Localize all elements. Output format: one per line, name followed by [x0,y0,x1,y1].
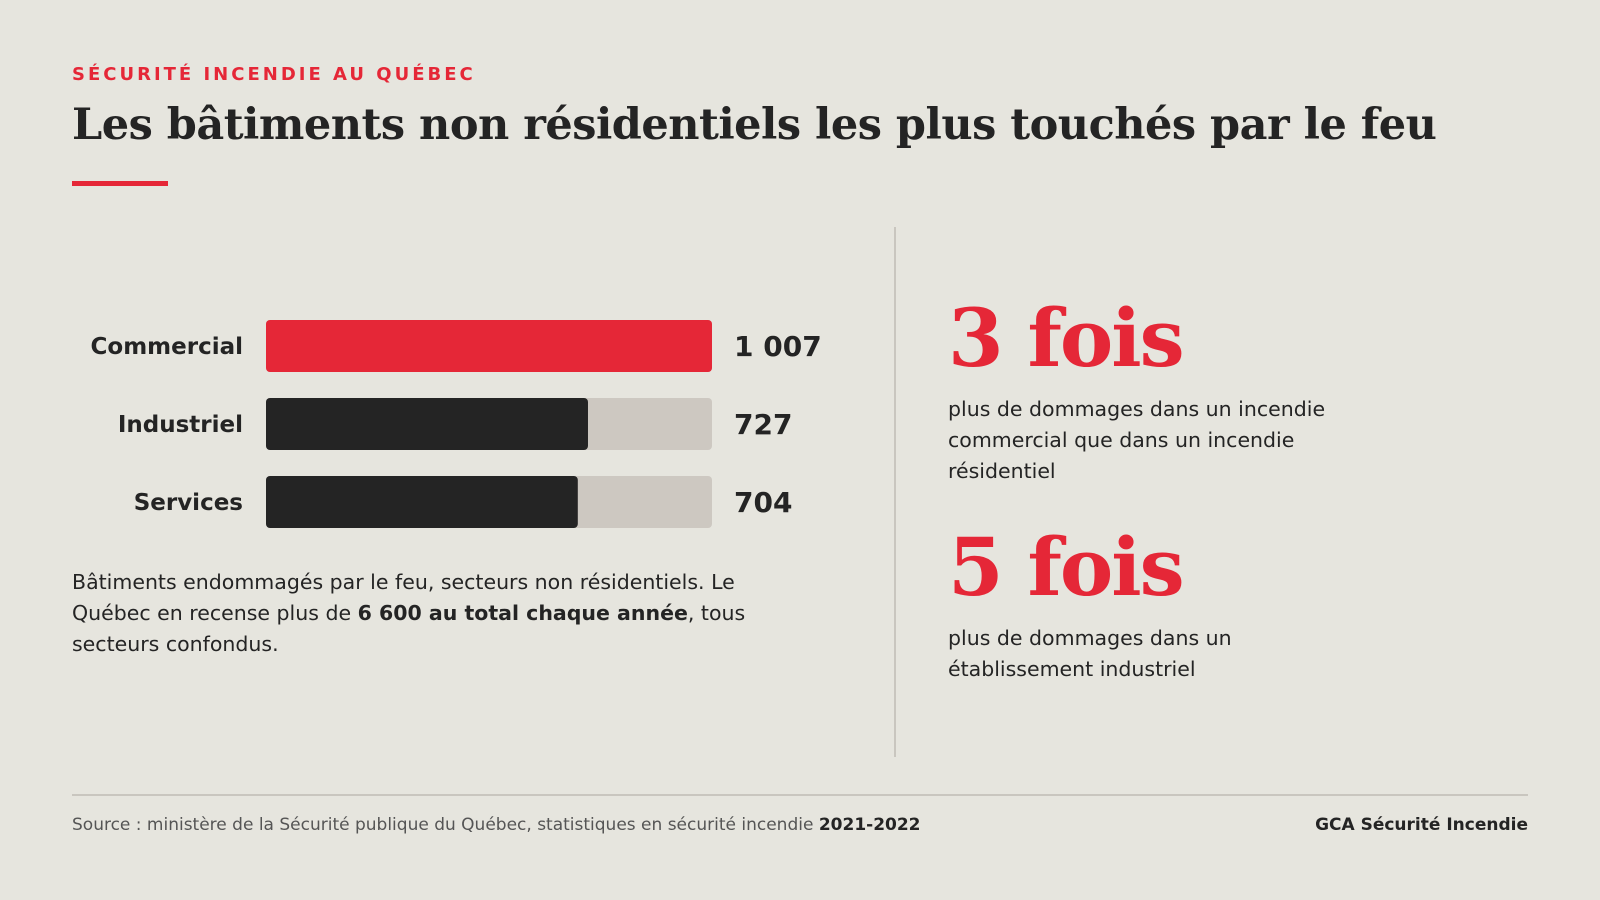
caption-text-end: , tous secteurs confondus. [72,601,746,656]
chart-caption: Bâtiments endommagés par le feu, secteur… [72,567,792,660]
stat-figure: 3 fois [948,291,1185,385]
stat-block-commercial: 3 fois plus de dommages dans un incendie… [948,296,1368,487]
bar-label-services: Services [134,490,243,516]
bar-industriel [266,398,588,450]
caption-text-start: Bâtiments endommagés par le feu, secteur… [72,570,735,625]
source-text: Source : ministère de la Sécurité publiq… [72,815,819,835]
stat-block-industrial: 5 fois plus de dommages dans un établiss… [948,525,1368,685]
stat-figure: 5 fois [948,520,1185,614]
footer-rule [72,794,1528,796]
kicker: SÉCURITÉ INCENDIE AU QUÉBEC [72,64,476,85]
bar-commercial [266,320,712,372]
caption-highlight: 6 600 au total chaque année [357,601,688,625]
stat-description: plus de dommages dans un établissement i… [948,626,1232,681]
stat-description: plus de dommages dans un incendie commer… [948,397,1326,483]
title-accent-rule [72,181,168,186]
bar-value-commercial: 1 007 [734,330,822,363]
source-note: Source : ministère de la Sécurité publiq… [72,815,921,835]
bar-chart: Commercial 1 007 Industriel 727 Services 704 [91,320,822,528]
brand-name: GCA Sécurité Incendie [1315,815,1528,835]
bar-services [266,476,578,528]
bar-label-commercial: Commercial [91,334,243,360]
vertical-divider [894,227,896,757]
bar-value-industriel: 727 [734,408,792,441]
page-title: Les bâtiments non résidentiels les plus … [72,100,1437,150]
source-years: 2021-2022 [818,815,921,835]
bar-label-industriel: Industriel [118,412,243,438]
bar-value-services: 704 [734,486,792,519]
